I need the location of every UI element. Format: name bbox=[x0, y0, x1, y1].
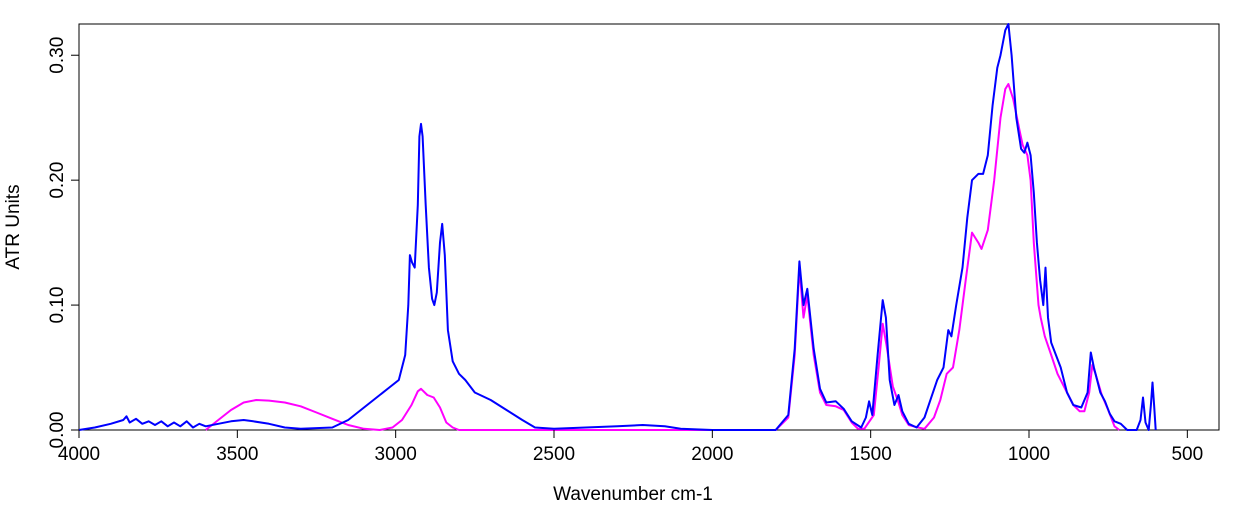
y-tick-label: 0.10 bbox=[47, 287, 68, 324]
y-axis-label: ATR Units bbox=[3, 184, 24, 269]
series-layer bbox=[78, 23, 1157, 431]
x-tick-label: 1500 bbox=[850, 444, 892, 465]
x-tick-label: 4000 bbox=[58, 444, 100, 465]
series-line-2 bbox=[78, 23, 1157, 431]
x-tick-label: 3500 bbox=[216, 444, 258, 465]
y-axis: 0.00 0.10 0.20 0.30 bbox=[47, 37, 79, 449]
x-tick-label: 2000 bbox=[691, 444, 733, 465]
x-tick-label: 2500 bbox=[533, 444, 575, 465]
y-tick-label: 0.00 bbox=[47, 412, 68, 449]
y-tick-label: 0.30 bbox=[47, 37, 68, 74]
x-axis-label: Wavenumber cm-1 bbox=[553, 484, 713, 505]
y-tick-label: 0.20 bbox=[47, 162, 68, 199]
x-axis: 4000 3500 3000 2500 2000 1500 1000 500 bbox=[58, 430, 1203, 465]
x-tick-label: 500 bbox=[1171, 444, 1203, 465]
x-tick-label: 3000 bbox=[375, 444, 417, 465]
plot-frame bbox=[78, 23, 1220, 431]
series-line-1 bbox=[205, 83, 1120, 431]
x-tick-label: 1000 bbox=[1008, 444, 1050, 465]
